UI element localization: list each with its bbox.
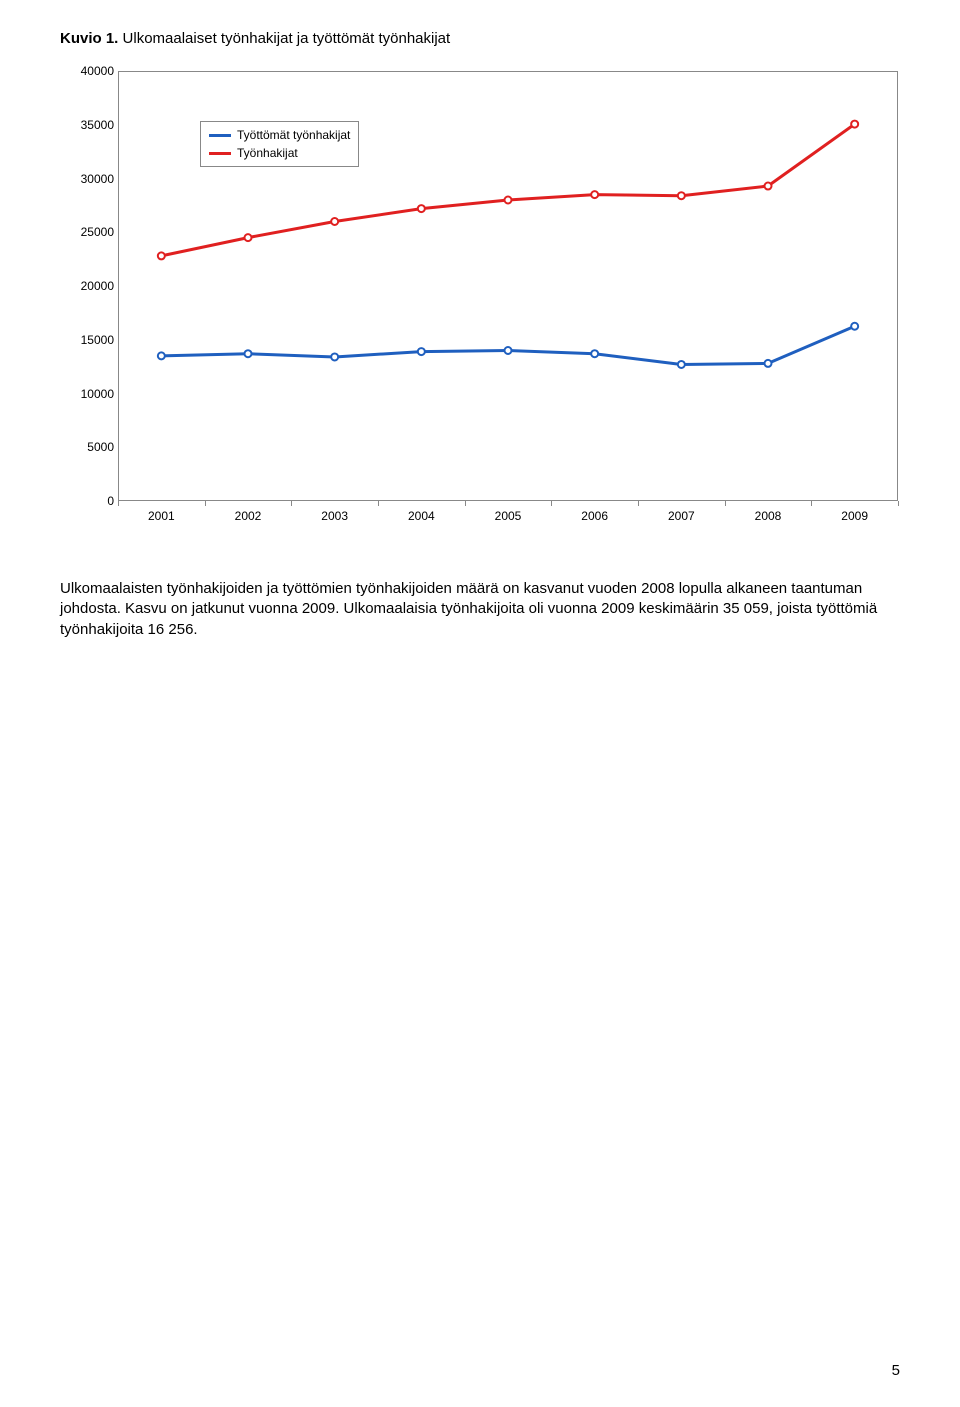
series-marker-tyonhakijat [765,183,772,190]
series-marker-tyottomat [158,352,165,359]
x-axis-label: 2003 [321,509,348,523]
series-marker-tyonhakijat [418,205,425,212]
y-axis-label: 0 [107,494,114,508]
y-axis-label: 25000 [81,225,114,239]
series-marker-tyonhakijat [158,252,165,259]
x-axis-label: 2001 [148,509,175,523]
chart-description: Ulkomaalaisten työnhakijoiden ja työttöm… [60,579,900,640]
legend-swatch [209,152,231,155]
page-number: 5 [892,1362,900,1379]
x-tick-mark [811,501,812,506]
x-tick-mark [118,501,119,506]
chart-legend: Työttömät työnhakijatTyönhakijat [200,121,359,167]
series-marker-tyottomat [331,353,338,360]
x-tick-mark [205,501,206,506]
chart-title: Kuvio 1. Ulkomaalaiset työnhakijat ja ty… [60,30,900,47]
chart-container: vuosikeskiarvo 0500010000150002000025000… [60,61,910,561]
series-marker-tyottomat [245,350,252,357]
legend-item-tyonhakijat: Työnhakijat [209,144,350,162]
x-tick-mark [291,501,292,506]
x-tick-mark [725,501,726,506]
x-tick-mark [465,501,466,506]
y-axis-label: 5000 [87,440,114,454]
y-axis-label: 40000 [81,64,114,78]
x-tick-mark [898,501,899,506]
x-tick-mark [638,501,639,506]
series-marker-tyonhakijat [505,197,512,204]
title-rest: Ulkomaalaiset työnhakijat ja työttömät t… [118,30,450,47]
series-marker-tyonhakijat [678,192,685,199]
legend-label: Työnhakijat [237,144,298,162]
legend-label: Työttömät työnhakijat [237,126,350,144]
series-marker-tyonhakijat [331,218,338,225]
x-tick-mark [551,501,552,506]
y-axis-label: 35000 [81,118,114,132]
series-marker-tyottomat [851,323,858,330]
x-axis-label: 2009 [841,509,868,523]
series-marker-tyonhakijat [851,121,858,128]
legend-swatch [209,134,231,137]
x-axis-label: 2004 [408,509,435,523]
x-axis-label: 2007 [668,509,695,523]
title-prefix: Kuvio 1. [60,30,118,47]
x-axis-label: 2005 [495,509,522,523]
series-marker-tyottomat [505,347,512,354]
y-axis-label: 30000 [81,172,114,186]
series-marker-tyottomat [591,350,598,357]
series-marker-tyonhakijat [591,191,598,198]
series-marker-tyottomat [765,360,772,367]
series-marker-tyonhakijat [245,234,252,241]
series-line-tyottomat [161,326,854,364]
y-axis-label: 10000 [81,387,114,401]
legend-item-tyottomat: Työttömät työnhakijat [209,126,350,144]
x-tick-mark [378,501,379,506]
series-marker-tyottomat [418,348,425,355]
series-marker-tyottomat [678,361,685,368]
y-axis-label: 15000 [81,333,114,347]
y-axis-label: 20000 [81,279,114,293]
x-axis-label: 2008 [755,509,782,523]
x-axis-label: 2002 [235,509,262,523]
x-axis-label: 2006 [581,509,608,523]
